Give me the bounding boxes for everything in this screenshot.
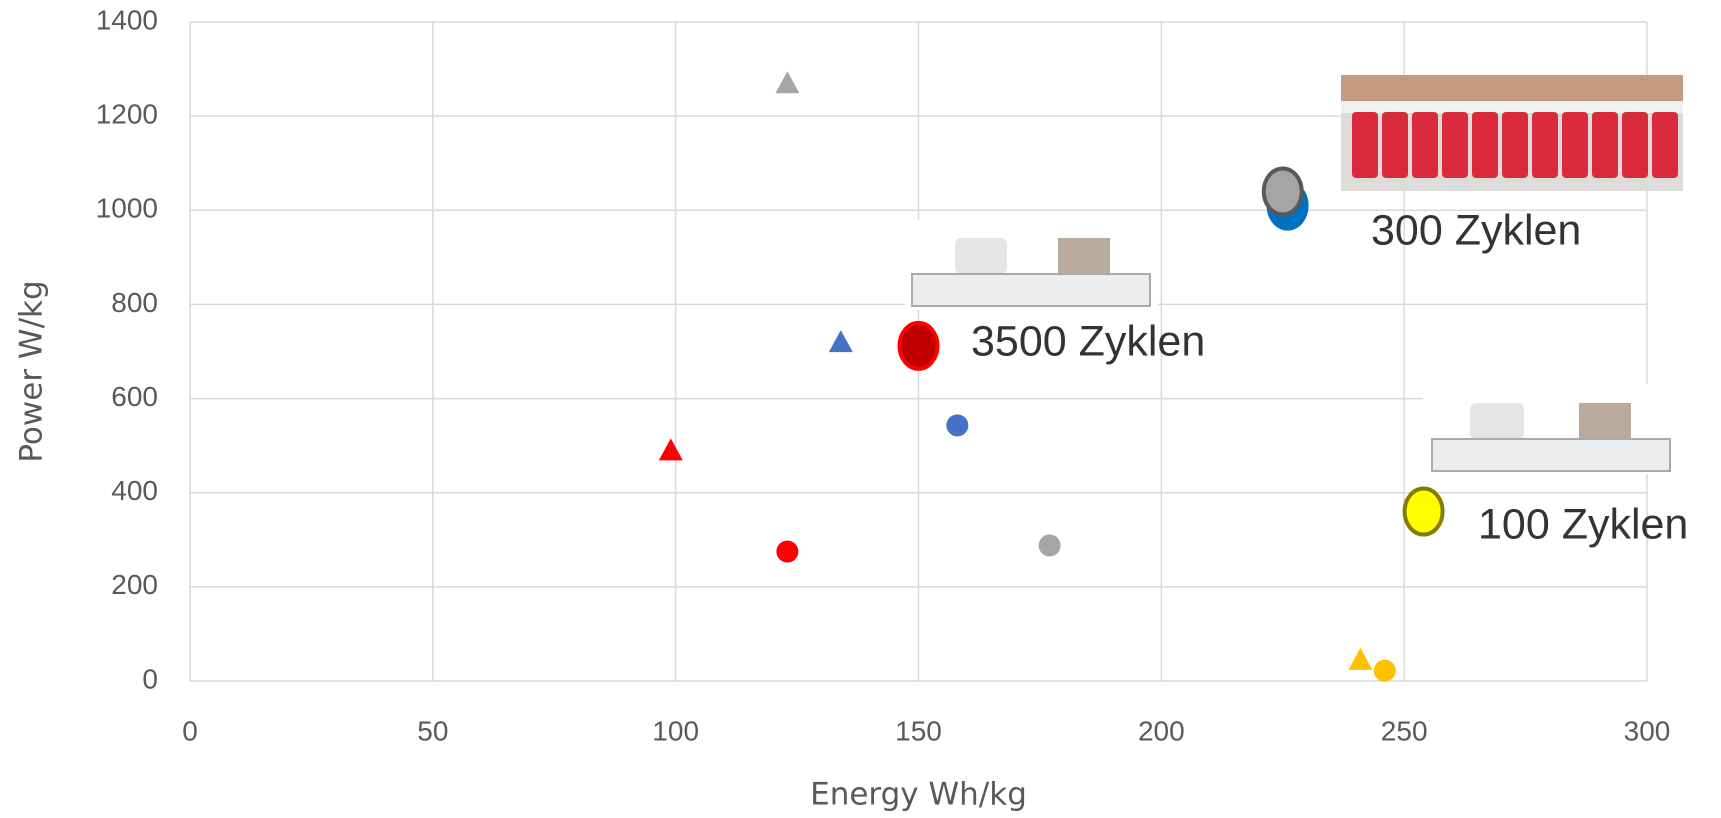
photo-pouch-cell — [905, 220, 1158, 310]
triangle-point — [659, 438, 683, 460]
annotation: 3500 Zyklen — [971, 317, 1205, 365]
highlight-point — [900, 323, 938, 369]
circle-point — [776, 541, 798, 563]
triangle-point — [1348, 648, 1372, 670]
y-axis-title: Power W/kg — [14, 280, 50, 462]
highlight-point — [1264, 168, 1302, 214]
y-tick-label: 1400 — [96, 4, 158, 35]
plot-marks — [659, 71, 1443, 681]
circle-point — [946, 414, 968, 436]
y-tick-label: 1000 — [96, 193, 158, 224]
x-tick-label: 50 — [417, 715, 448, 746]
photo-pouch-cell — [1423, 384, 1677, 474]
y-tick-label: 400 — [111, 475, 158, 506]
x-tick-label: 0 — [182, 715, 198, 746]
chart: 0 200 400 600 800 1000 1200 1400 0 50 100 150 200 250… — [0, 0, 1721, 818]
y-tick-label: 1200 — [96, 99, 158, 130]
triangle-point — [775, 71, 799, 93]
x-tick-label: 300 — [1624, 715, 1671, 746]
y-tick-label: 600 — [111, 381, 158, 412]
x-axis-title: Energy Wh/kg — [810, 777, 1027, 813]
y-tick-label: 800 — [111, 287, 158, 318]
highlight-point — [1405, 489, 1443, 535]
x-tick-label: 200 — [1138, 715, 1185, 746]
triangle-point — [829, 330, 853, 352]
x-tick-label: 100 — [652, 715, 699, 746]
circle-point — [1039, 534, 1061, 556]
x-tick-label: 250 — [1381, 715, 1428, 746]
annotation: 100 Zyklen — [1478, 500, 1688, 548]
x-tick-label: 150 — [895, 715, 942, 746]
y-tick-label: 0 — [142, 663, 158, 694]
circle-point — [1374, 660, 1396, 682]
annotation: 300 Zyklen — [1371, 206, 1581, 254]
photo-cell-pack — [1341, 75, 1683, 191]
y-tick-label: 200 — [111, 569, 158, 600]
